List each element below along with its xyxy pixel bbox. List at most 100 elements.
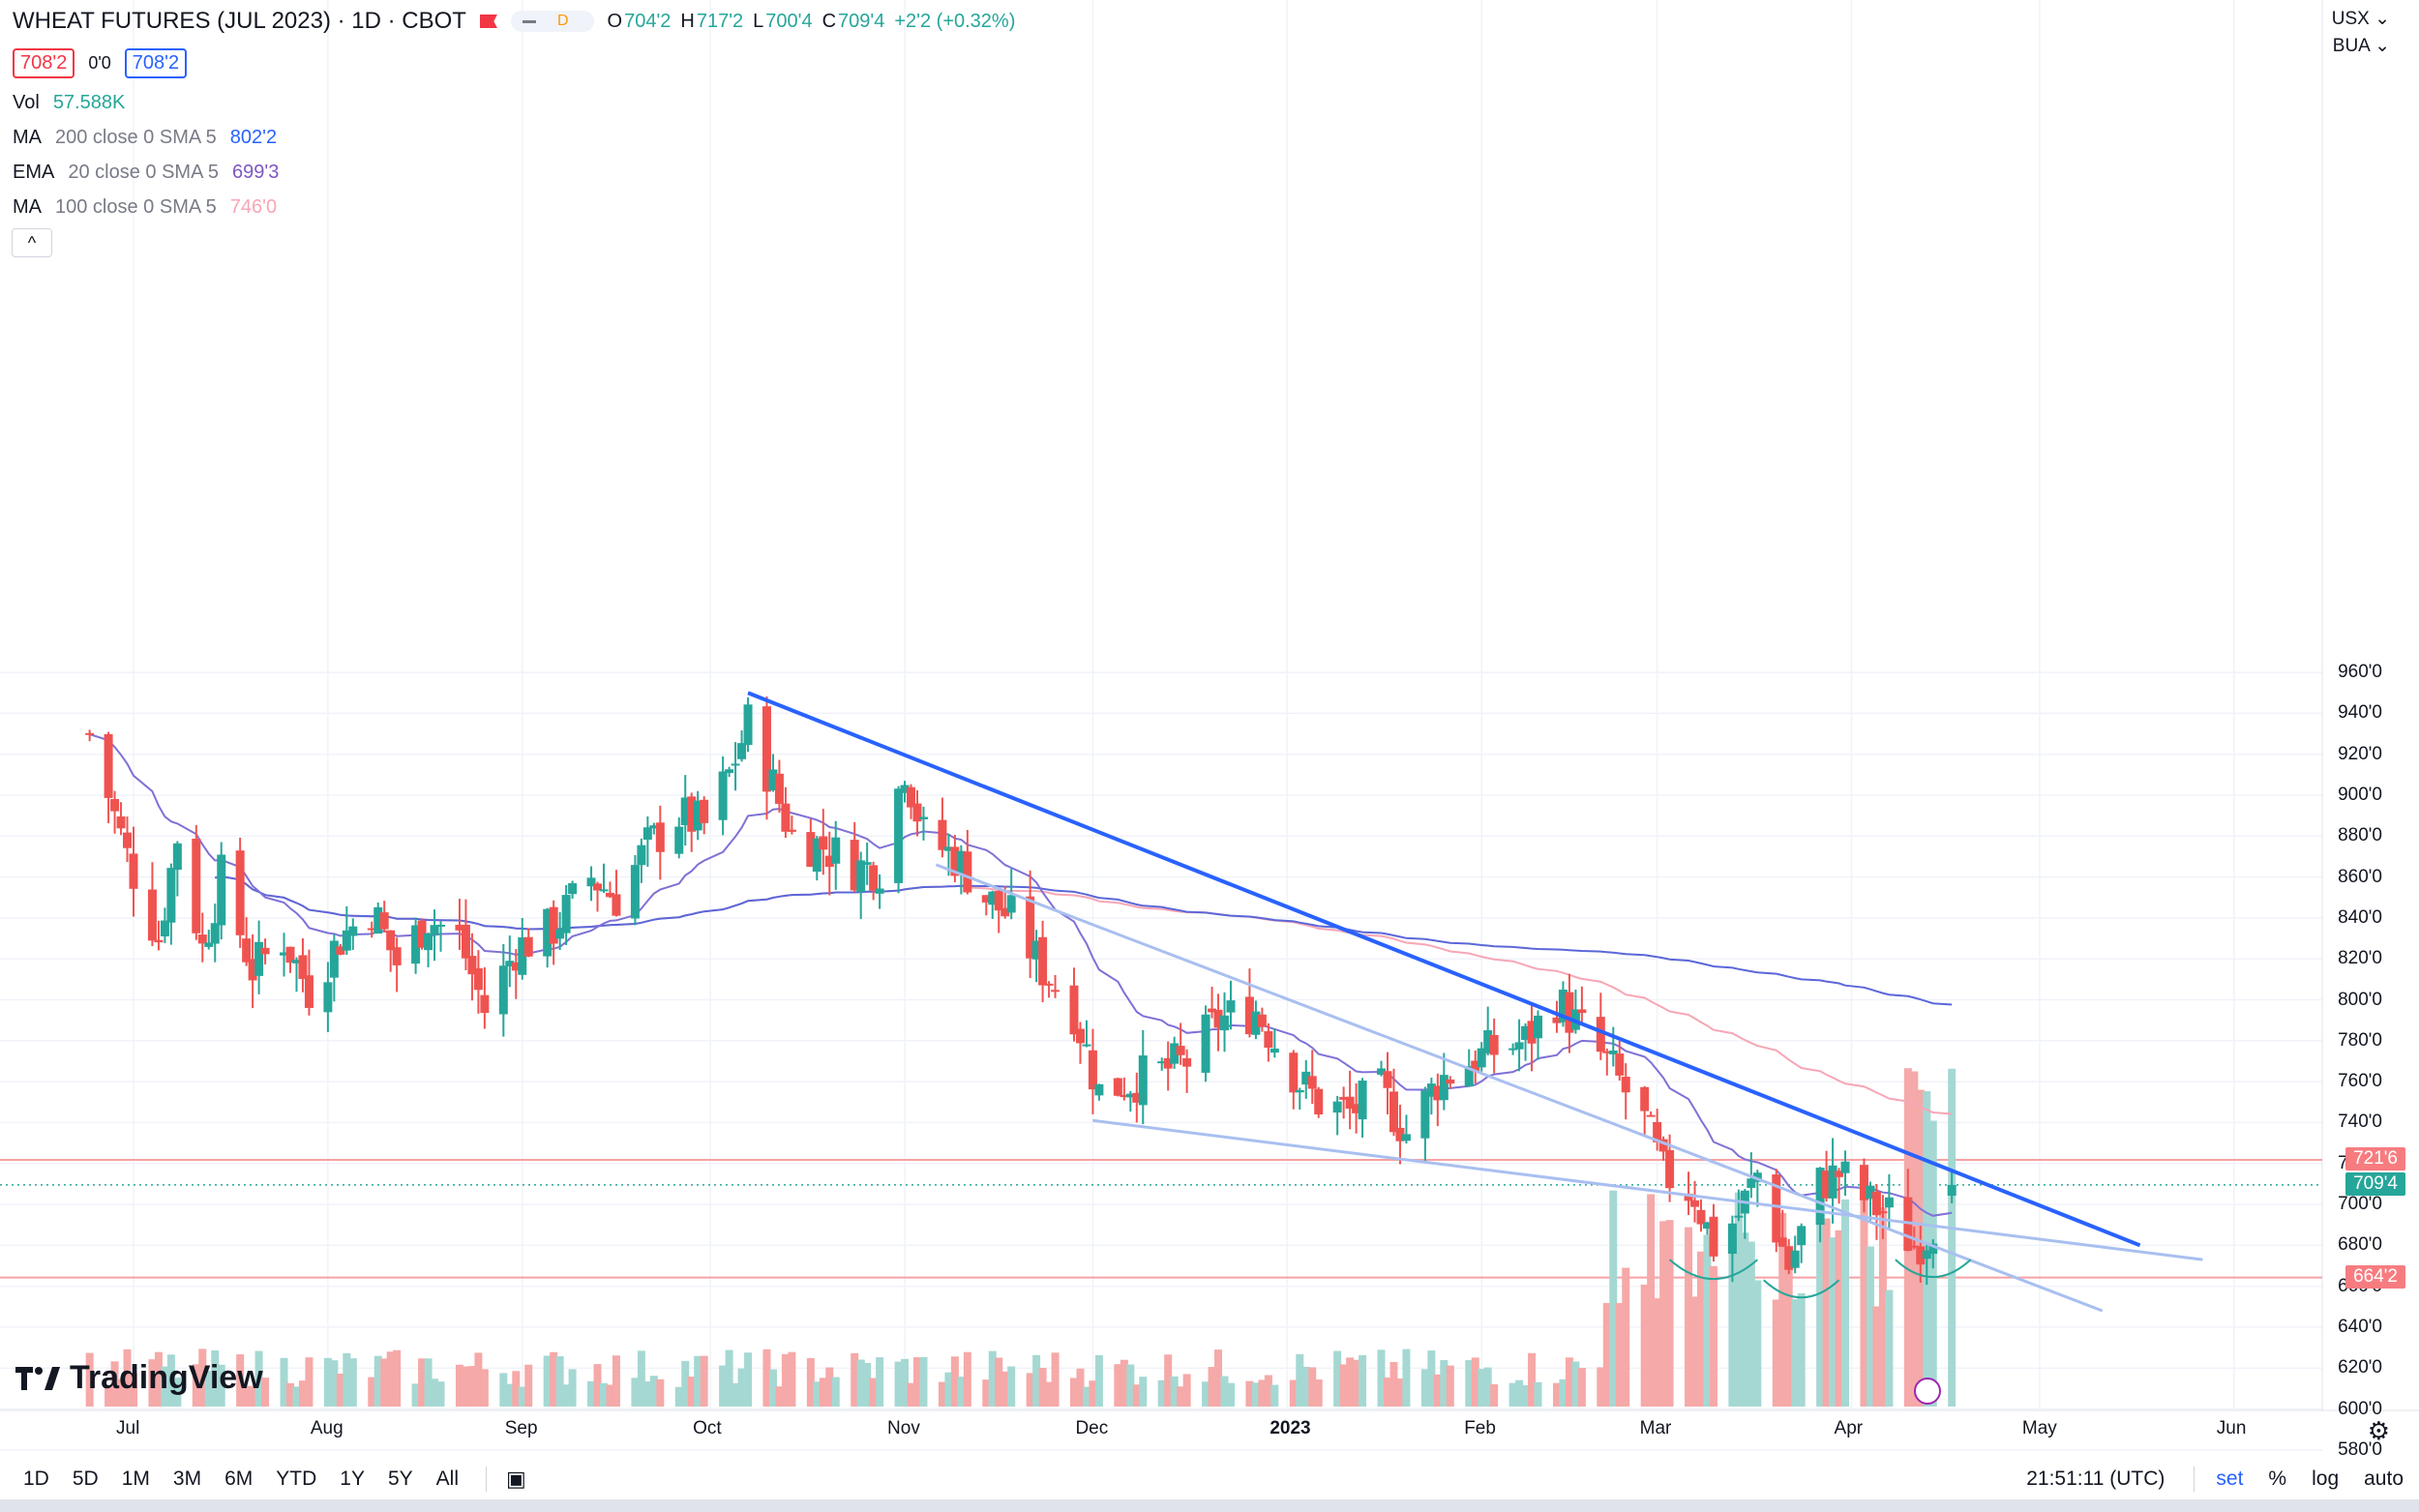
timeframe-all[interactable]: All (435, 1468, 459, 1490)
volume-bar (681, 1360, 690, 1407)
candle-body (291, 960, 301, 964)
volume-bar (1829, 1237, 1837, 1407)
volume-bar (1690, 1296, 1699, 1407)
volume-bar (1597, 1367, 1605, 1407)
volume-bar (1007, 1366, 1016, 1407)
volume-bar (1878, 1207, 1887, 1407)
candle-body (1534, 1015, 1543, 1039)
volume-bar (1478, 1369, 1486, 1407)
volume-bar (393, 1349, 402, 1407)
settings-gear-icon[interactable]: ⚙ (2367, 1416, 2390, 1445)
legend-ma200[interactable]: MA 200 close 0 SMA 5 802'2 (13, 127, 290, 149)
candle-body (642, 827, 652, 840)
open-label: O (607, 10, 623, 32)
candle-body (1790, 1250, 1800, 1268)
candle-body (1784, 1246, 1794, 1270)
lower-channel-line (1092, 1118, 2203, 1261)
volume-bar (851, 1352, 859, 1407)
date-range-icon[interactable]: ▣ (506, 1467, 526, 1491)
volume-bar (606, 1384, 614, 1407)
volume-bar (467, 1366, 476, 1407)
volume-bar (1490, 1383, 1499, 1407)
candle-body (781, 803, 791, 832)
candle-body (1646, 1114, 1656, 1117)
volume-bar (166, 1354, 175, 1407)
timeframe-1y[interactable]: 1Y (340, 1468, 365, 1490)
volume-bar (913, 1357, 921, 1407)
candle-body (1314, 1088, 1324, 1115)
candle-body (1464, 1066, 1474, 1087)
candle-body (718, 771, 728, 820)
volume-bar (292, 1386, 301, 1407)
volume-bar (462, 1366, 470, 1407)
auto-toggle[interactable]: auto (2364, 1468, 2404, 1490)
legend-ma100[interactable]: MA 100 close 0 SMA 5 746'0 (13, 196, 290, 219)
candle-body (812, 838, 821, 873)
y-tick-label: 840'0 (2338, 906, 2382, 928)
timeframe-6m[interactable]: 6M (224, 1468, 254, 1490)
timeframe-1d[interactable]: 1D (23, 1468, 49, 1490)
volume-bar (674, 1386, 683, 1407)
candle-body (737, 743, 747, 759)
volume-bar (901, 1358, 910, 1407)
unit-selector[interactable]: BUA ⌄ (2333, 35, 2390, 57)
candle-body (1709, 1216, 1718, 1257)
timeframe-5d[interactable]: 5D (72, 1468, 99, 1490)
candle-body (693, 800, 702, 831)
candle-body (379, 912, 389, 930)
volume-bar (1359, 1354, 1367, 1407)
candle-body (1521, 1025, 1531, 1040)
candle-body (1565, 992, 1574, 1033)
timeframe-5y[interactable]: 5Y (387, 1468, 413, 1490)
timeframe-1m[interactable]: 1M (121, 1468, 150, 1490)
candle-body (1615, 1053, 1625, 1076)
candle-body (285, 946, 295, 964)
candle-body (1339, 1096, 1349, 1100)
candle-body (894, 788, 904, 883)
volume-bar (725, 1349, 733, 1407)
candle-body (1138, 1055, 1148, 1106)
session-toggle[interactable]: set (2216, 1468, 2244, 1490)
volume-bar (348, 1358, 357, 1407)
y-tick-label: 780'0 (2338, 1029, 2382, 1051)
percent-toggle[interactable]: % (2268, 1468, 2287, 1490)
volume-bar (512, 1371, 521, 1407)
volume-bar (305, 1357, 314, 1407)
sell-button[interactable]: 708'2 (13, 48, 75, 78)
collapse-legend-button[interactable]: ^ (12, 228, 52, 257)
session-pill[interactable]: D (510, 11, 594, 32)
price-chart[interactable] (0, 0, 2419, 1459)
tradingview-logo[interactable]: TradingView (15, 1359, 263, 1397)
timeframe-ytd[interactable]: YTD (276, 1468, 317, 1490)
candle-body (1031, 940, 1041, 960)
candle-body (480, 994, 490, 1014)
volume-bar (1797, 1292, 1806, 1407)
volume-bar (781, 1353, 790, 1407)
volume-bar (1709, 1265, 1717, 1407)
volume-bar (1433, 1374, 1442, 1407)
timeframe-3m[interactable]: 3M (172, 1468, 202, 1490)
currency-selector[interactable]: USX ⌄ (2332, 8, 2390, 30)
legend-ema20[interactable]: EMA 20 close 0 SMA 5 699'3 (13, 162, 292, 184)
log-toggle[interactable]: log (2312, 1468, 2340, 1490)
candle-body (280, 952, 289, 956)
candle-body (1383, 1071, 1392, 1088)
candle-body (197, 934, 207, 944)
legend-volume[interactable]: Vol 57.588K (13, 92, 138, 114)
ema20-line (89, 733, 1953, 1217)
volume-bar (1094, 1354, 1103, 1407)
candle-body (1684, 1193, 1693, 1201)
candle-body (680, 797, 690, 826)
volume-bar (1402, 1349, 1411, 1407)
volume-bar (1622, 1267, 1630, 1407)
volume-bar (1885, 1290, 1894, 1407)
volume-bar (963, 1351, 971, 1407)
candle-body (918, 816, 928, 819)
clock-time[interactable]: 21:51:11 (UTC) (2026, 1468, 2165, 1490)
volume-bar (737, 1368, 746, 1407)
candle-body (518, 937, 527, 975)
flag-icon[interactable] (479, 15, 497, 28)
buy-button[interactable]: 708'2 (124, 48, 188, 78)
candle-body (1747, 1178, 1756, 1188)
unit-label: BUA (2332, 36, 2370, 56)
